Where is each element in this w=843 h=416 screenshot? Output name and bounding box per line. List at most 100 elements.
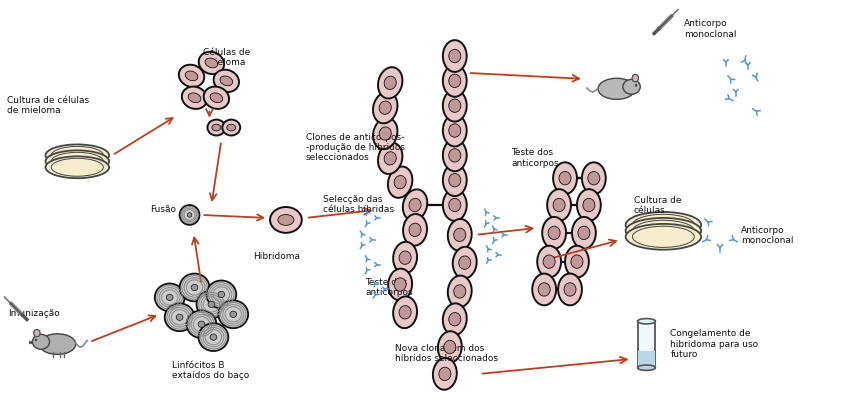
Ellipse shape <box>443 303 467 335</box>
Ellipse shape <box>213 69 239 92</box>
Ellipse shape <box>582 162 606 194</box>
Ellipse shape <box>637 319 655 324</box>
Ellipse shape <box>588 171 600 185</box>
Ellipse shape <box>399 306 411 319</box>
Text: Células de
mieloma: Células de mieloma <box>202 48 250 67</box>
Ellipse shape <box>46 156 109 178</box>
Ellipse shape <box>166 294 173 300</box>
Ellipse shape <box>623 79 641 94</box>
Ellipse shape <box>548 226 560 240</box>
Ellipse shape <box>395 278 406 291</box>
Ellipse shape <box>543 255 556 268</box>
Ellipse shape <box>637 365 655 370</box>
Ellipse shape <box>571 255 583 268</box>
Ellipse shape <box>212 124 221 131</box>
Ellipse shape <box>210 334 217 340</box>
Ellipse shape <box>553 198 565 212</box>
Ellipse shape <box>379 101 391 114</box>
Ellipse shape <box>453 247 476 278</box>
Ellipse shape <box>207 119 225 136</box>
Ellipse shape <box>393 297 417 328</box>
Ellipse shape <box>186 310 217 338</box>
Ellipse shape <box>373 92 397 123</box>
Ellipse shape <box>393 242 417 274</box>
Ellipse shape <box>394 176 406 189</box>
Ellipse shape <box>204 87 229 109</box>
Ellipse shape <box>218 300 248 328</box>
Ellipse shape <box>559 171 571 185</box>
Ellipse shape <box>187 213 192 217</box>
Ellipse shape <box>378 67 402 99</box>
Ellipse shape <box>403 214 427 246</box>
Ellipse shape <box>210 93 223 103</box>
Ellipse shape <box>532 274 556 305</box>
Ellipse shape <box>180 205 200 225</box>
Ellipse shape <box>378 143 402 174</box>
Ellipse shape <box>598 78 636 99</box>
Text: Teste dos
anticorpos: Teste dos anticorpos <box>365 277 413 297</box>
Ellipse shape <box>34 329 40 337</box>
Ellipse shape <box>448 149 461 162</box>
Ellipse shape <box>182 87 207 109</box>
Ellipse shape <box>443 164 467 196</box>
Ellipse shape <box>448 198 461 212</box>
Ellipse shape <box>443 90 467 121</box>
Ellipse shape <box>558 274 582 305</box>
Ellipse shape <box>626 224 701 250</box>
Ellipse shape <box>384 76 396 89</box>
Text: Anticorpo
monoclonal: Anticorpo monoclonal <box>685 19 737 39</box>
Polygon shape <box>637 321 655 351</box>
Ellipse shape <box>538 283 550 296</box>
Ellipse shape <box>199 52 224 74</box>
Ellipse shape <box>438 331 462 363</box>
Text: Cultura de células
de mieloma: Cultura de células de mieloma <box>7 96 89 115</box>
Ellipse shape <box>155 283 185 311</box>
Text: Imunização: Imunização <box>8 310 60 318</box>
Ellipse shape <box>185 71 198 81</box>
Ellipse shape <box>578 226 590 240</box>
Ellipse shape <box>409 198 422 212</box>
Ellipse shape <box>564 283 576 296</box>
Text: Teste dos
anticorpos: Teste dos anticorpos <box>512 149 559 168</box>
Ellipse shape <box>583 198 595 212</box>
Ellipse shape <box>632 74 638 82</box>
Ellipse shape <box>198 323 228 351</box>
Ellipse shape <box>448 74 461 87</box>
Text: Hibridoma: Hibridoma <box>253 252 300 261</box>
Ellipse shape <box>223 119 240 136</box>
Ellipse shape <box>399 251 411 264</box>
Text: Clones de anticorpos-
-produção de híbridos
seleccionados: Clones de anticorpos- -produção de híbri… <box>306 133 405 162</box>
Ellipse shape <box>208 301 215 307</box>
Ellipse shape <box>270 207 302 233</box>
Text: Linfócitos B
extaídos do baço: Linfócitos B extaídos do baço <box>172 361 249 380</box>
Ellipse shape <box>443 340 456 354</box>
Ellipse shape <box>379 127 391 140</box>
Ellipse shape <box>180 274 209 301</box>
Ellipse shape <box>433 358 457 390</box>
Ellipse shape <box>32 334 50 349</box>
Ellipse shape <box>448 124 461 137</box>
Ellipse shape <box>542 217 566 249</box>
Ellipse shape <box>443 115 467 146</box>
Ellipse shape <box>443 139 467 171</box>
Ellipse shape <box>454 228 465 242</box>
Ellipse shape <box>439 367 451 381</box>
Ellipse shape <box>179 65 204 87</box>
Text: Cultura de
células: Cultura de células <box>634 196 681 215</box>
Ellipse shape <box>443 189 467 221</box>
Ellipse shape <box>227 124 236 131</box>
Ellipse shape <box>35 339 37 341</box>
Ellipse shape <box>577 189 601 221</box>
Ellipse shape <box>176 314 183 320</box>
Ellipse shape <box>448 219 472 251</box>
Ellipse shape <box>409 223 421 237</box>
Ellipse shape <box>448 275 472 307</box>
Ellipse shape <box>448 312 461 326</box>
Ellipse shape <box>572 217 596 249</box>
Ellipse shape <box>384 152 396 165</box>
Ellipse shape <box>198 321 205 327</box>
Ellipse shape <box>388 269 412 300</box>
Text: Selecção das
células híbridas: Selecção das células híbridas <box>323 195 394 215</box>
Text: Anticorpo
monoclonal: Anticorpo monoclonal <box>741 226 793 245</box>
Ellipse shape <box>39 334 76 354</box>
